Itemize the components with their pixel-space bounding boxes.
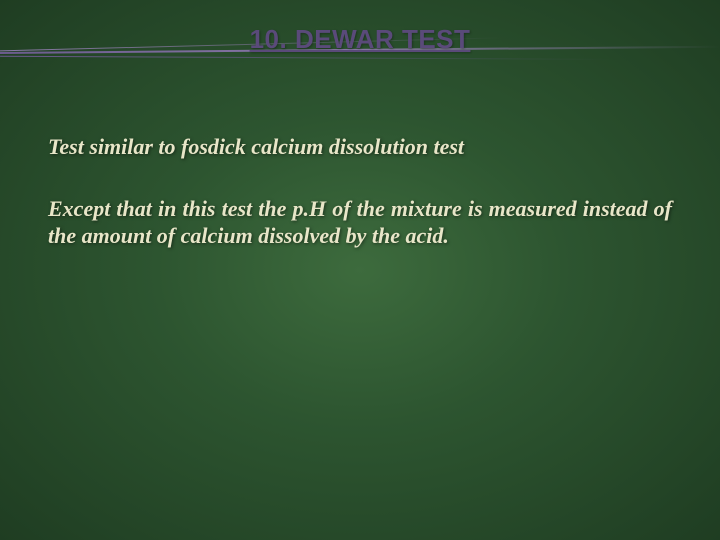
slide-container: 10. DEWAR TEST Test similar to fosdick c… xyxy=(0,0,720,540)
slide-title: 10. DEWAR TEST xyxy=(48,24,672,55)
paragraph-2: Except that in this test the p.H of the … xyxy=(48,195,672,250)
paragraph-1: Test similar to fosdick calcium dissolut… xyxy=(48,133,672,161)
